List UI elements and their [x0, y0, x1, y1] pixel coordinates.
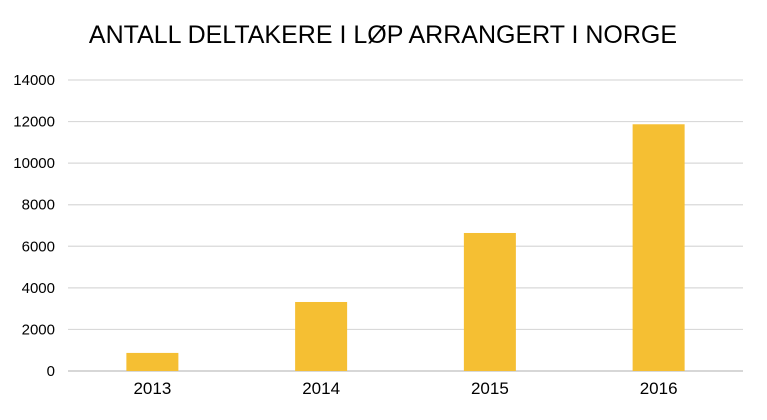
x-axis-ticks: 2013 2014 2015 2016	[133, 379, 677, 398]
gridlines	[68, 79, 743, 372]
y-tick-label: 6000	[22, 238, 55, 255]
x-tick-label: 2016	[640, 379, 678, 398]
bar-2016	[632, 124, 685, 371]
y-tick-label: 0	[47, 363, 55, 380]
y-tick-label: 12000	[13, 114, 55, 131]
y-tick-label: 10000	[13, 155, 55, 172]
x-tick-label: 2013	[133, 379, 171, 398]
y-tick-label: 4000	[22, 280, 55, 297]
y-axis-ticks: 0 2000 4000 6000 8000 10000 12000 14000	[13, 72, 55, 380]
y-tick-label: 2000	[22, 321, 55, 338]
chart-title: ANTALL DELTAKERE I LØP ARRANGERT I NORGE	[89, 21, 677, 49]
bars	[126, 124, 685, 371]
bar-2013	[126, 352, 179, 371]
y-tick-label: 14000	[13, 72, 55, 89]
bar-2015	[463, 232, 516, 371]
bar-2014	[295, 301, 348, 371]
x-tick-label: 2014	[302, 379, 340, 398]
x-tick-label: 2015	[471, 379, 509, 398]
y-tick-label: 8000	[22, 197, 55, 214]
